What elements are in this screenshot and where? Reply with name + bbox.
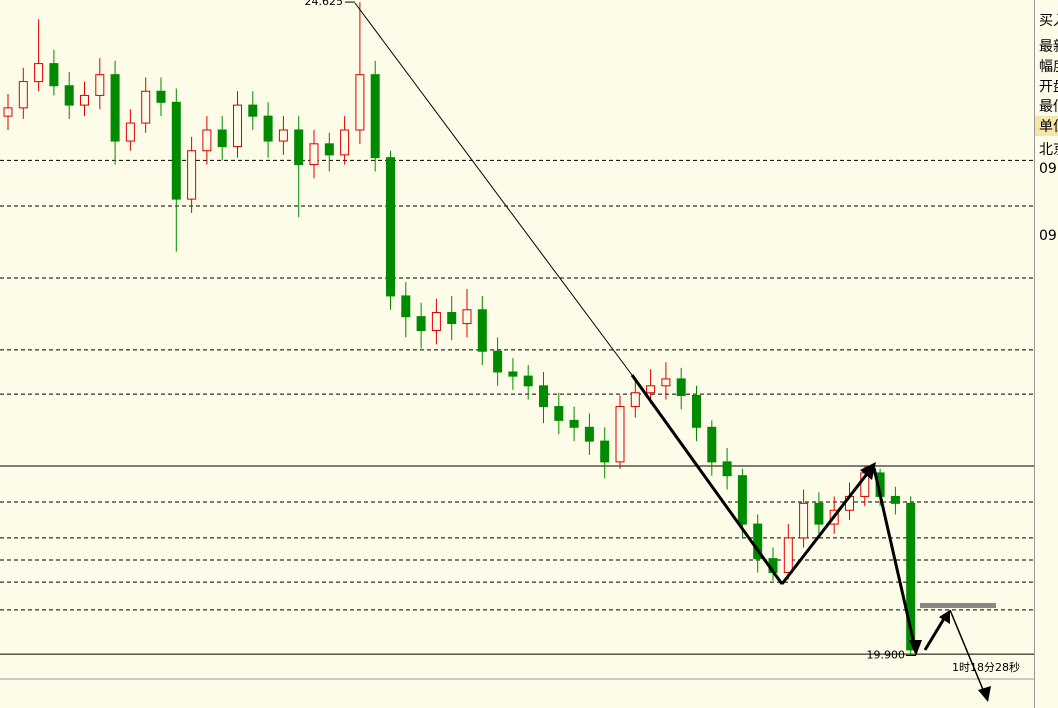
- candle-body: [584, 426, 594, 442]
- candle-body: [493, 350, 503, 373]
- panel-row: 09: [1039, 161, 1057, 177]
- candle-body: [309, 143, 319, 166]
- candle-body: [539, 385, 548, 408]
- candle-body: [783, 537, 793, 573]
- candle-body: [34, 63, 44, 83]
- arrow-head: [939, 610, 950, 624]
- candle-body: [248, 104, 258, 117]
- candle-body: [355, 74, 365, 131]
- candle-body: [416, 316, 426, 331]
- max-label: 24.625: [305, 0, 344, 8]
- candle-body: [630, 392, 640, 408]
- candle-body: [49, 63, 59, 87]
- candle-body: [646, 385, 656, 394]
- panel-row: 北京: [1039, 142, 1058, 158]
- candle-body: [431, 312, 441, 331]
- candle-body: [523, 375, 533, 387]
- candle-body: [737, 475, 747, 525]
- arrow-head: [978, 686, 991, 702]
- panel-row: 最低: [1039, 99, 1058, 115]
- trend-line: [923, 616, 947, 651]
- candle-body: [508, 371, 518, 377]
- candle-body: [814, 502, 824, 525]
- panel-row: 单位: [1035, 116, 1058, 136]
- candle-body: [477, 309, 487, 352]
- trend-line: [354, 2, 633, 376]
- candle-body: [386, 157, 395, 297]
- candle-body: [661, 378, 671, 387]
- candle-body: [202, 129, 212, 152]
- candle-body: [278, 129, 288, 142]
- candle-body: [600, 440, 610, 463]
- candle-body: [554, 406, 564, 421]
- candle-body: [370, 74, 380, 159]
- candle-body: [615, 406, 625, 463]
- trend-line: [872, 467, 917, 649]
- candle-body: [906, 502, 916, 651]
- candle-body: [171, 101, 181, 200]
- candle-body: [294, 129, 304, 166]
- level-bar: [920, 603, 996, 608]
- arrow-head: [909, 640, 922, 656]
- candle-body: [3, 107, 13, 117]
- panel-row: 最新: [1039, 39, 1058, 55]
- panel-row: 开盘: [1039, 79, 1058, 95]
- candle-body: [110, 74, 120, 142]
- panel-row: 幅度: [1039, 59, 1058, 75]
- candle-body: [692, 394, 701, 428]
- candle-body: [95, 74, 105, 96]
- panel-row: 09: [1039, 228, 1057, 244]
- candle-body: [217, 129, 227, 148]
- candle-body: [401, 295, 411, 318]
- candle-body: [569, 419, 579, 428]
- candle-body: [64, 85, 74, 106]
- candle-body: [324, 143, 334, 156]
- candle-body: [890, 495, 900, 504]
- chart: 24.625 19.900 1时18分28秒: [0, 0, 1034, 702]
- candle-body: [187, 150, 197, 200]
- trend-line: [949, 609, 985, 693]
- candle-body: [340, 129, 350, 156]
- side-panel: 买入最新幅度开盘最低单位北京 09 09: [1034, 0, 1058, 708]
- candle-body: [263, 115, 273, 142]
- arrow-head: [860, 462, 876, 480]
- candle-body: [462, 309, 472, 325]
- candle-body: [80, 94, 89, 106]
- candle-body: [233, 104, 242, 148]
- candle-body: [799, 502, 809, 539]
- candle-body: [707, 426, 717, 463]
- candle-body: [676, 378, 686, 396]
- trend-line: [780, 469, 872, 585]
- candle-body: [447, 312, 457, 325]
- candle-body: [141, 90, 151, 124]
- candle-body: [722, 461, 732, 477]
- candle-body: [18, 81, 28, 109]
- trend-drawings: [354, 2, 996, 702]
- panel-row: 买入: [1039, 13, 1058, 29]
- time-label: 1时18分28秒: [952, 660, 1020, 674]
- candle-body: [125, 122, 135, 142]
- candle-body: [156, 90, 166, 103]
- trend-line: [630, 374, 784, 585]
- min-label: 19.900: [867, 648, 906, 661]
- candle-body: [753, 523, 763, 560]
